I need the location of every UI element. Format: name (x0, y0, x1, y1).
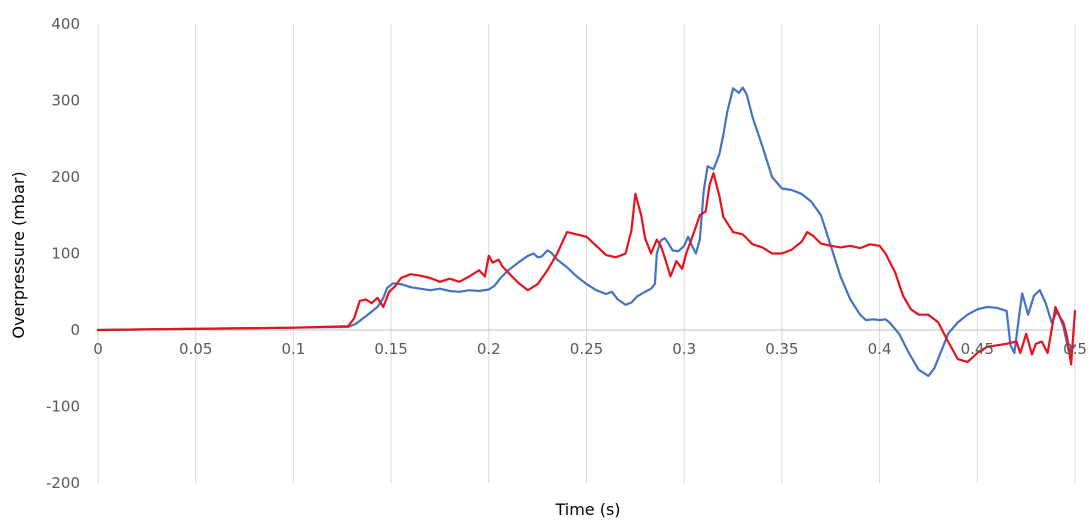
x-tick-label: 0.2 (477, 340, 501, 358)
x-tick-label: 0.5 (1063, 340, 1087, 358)
gridlines (97, 24, 1076, 483)
y-tick-label: -100 (46, 398, 80, 416)
y-tick-label: 300 (51, 92, 80, 110)
x-tick-label: 0.15 (374, 340, 407, 358)
x-tick-label: 0.1 (281, 340, 305, 358)
series-line-2 (96, 172, 1077, 366)
series-line-1 (96, 86, 1077, 377)
x-axis-title: Time (s) (554, 500, 620, 519)
x-tick-labels: 0 0.05 0.1 0.15 0.2 0.25 0.3 0.35 0.4 0.45 0.5 (93, 340, 1087, 358)
x-tick-label: 0.25 (570, 340, 603, 358)
x-tick-label: 0.35 (765, 340, 798, 358)
y-tick-labels: 400 300 200 100 0 -100 -200 (46, 15, 80, 492)
x-tick-label: 0.05 (179, 340, 212, 358)
y-tick-label: 400 (51, 15, 80, 33)
x-tick-label: 0.3 (672, 340, 696, 358)
y-tick-label: 0 (70, 321, 80, 339)
y-tick-label: 200 (51, 168, 80, 186)
series-layer (96, 86, 1077, 377)
x-tick-label: 0.45 (961, 340, 994, 358)
x-tick-label: 0 (93, 340, 103, 358)
x-tick-label: 0.4 (868, 340, 892, 358)
y-tick-label: 100 (51, 245, 80, 263)
y-axis-title: Overpressure (mbar) (9, 171, 28, 338)
y-tick-label: -200 (46, 474, 80, 492)
